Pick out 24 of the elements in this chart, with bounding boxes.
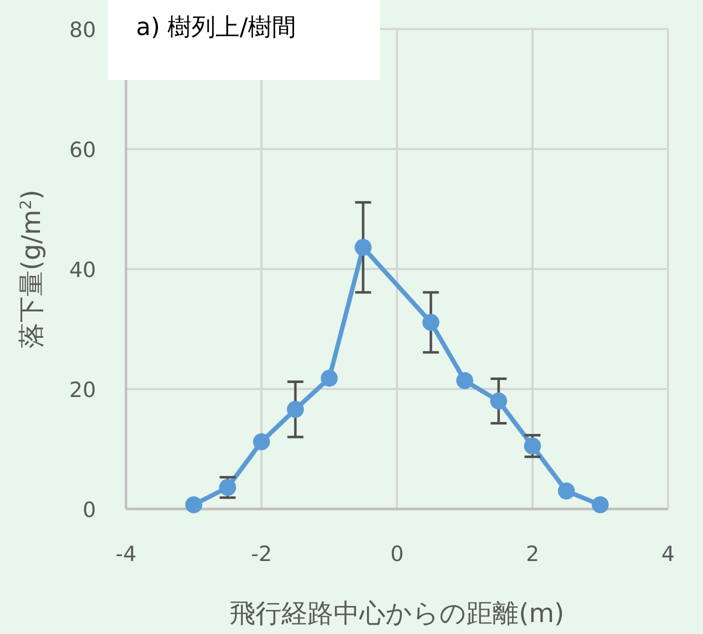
y-tick-label: 80 [69,18,96,42]
y-tick-label: 60 [69,138,96,162]
point [456,372,474,390]
point [422,314,440,331]
point [286,400,304,418]
x-axis-title: 飛行経路中心からの距離(m) [230,599,564,629]
point [253,433,270,450]
point [185,496,202,514]
y-tick-label: 0 [82,498,96,522]
y-tick-label: 40 [69,258,96,282]
x-tick-label: -2 [251,542,272,566]
x-tick-label: 0 [390,542,404,566]
point [524,438,541,454]
y-tick-label: 20 [69,378,96,402]
point [320,370,338,387]
point [592,496,609,514]
chart-title: a) 樹列上/樹間 [136,13,296,41]
point [558,482,575,500]
x-tick-label: 2 [526,542,540,566]
point [354,238,372,256]
x-tick-label: -4 [116,542,136,566]
point [490,392,508,410]
point [219,478,236,496]
x-tick-label: 4 [661,542,675,566]
